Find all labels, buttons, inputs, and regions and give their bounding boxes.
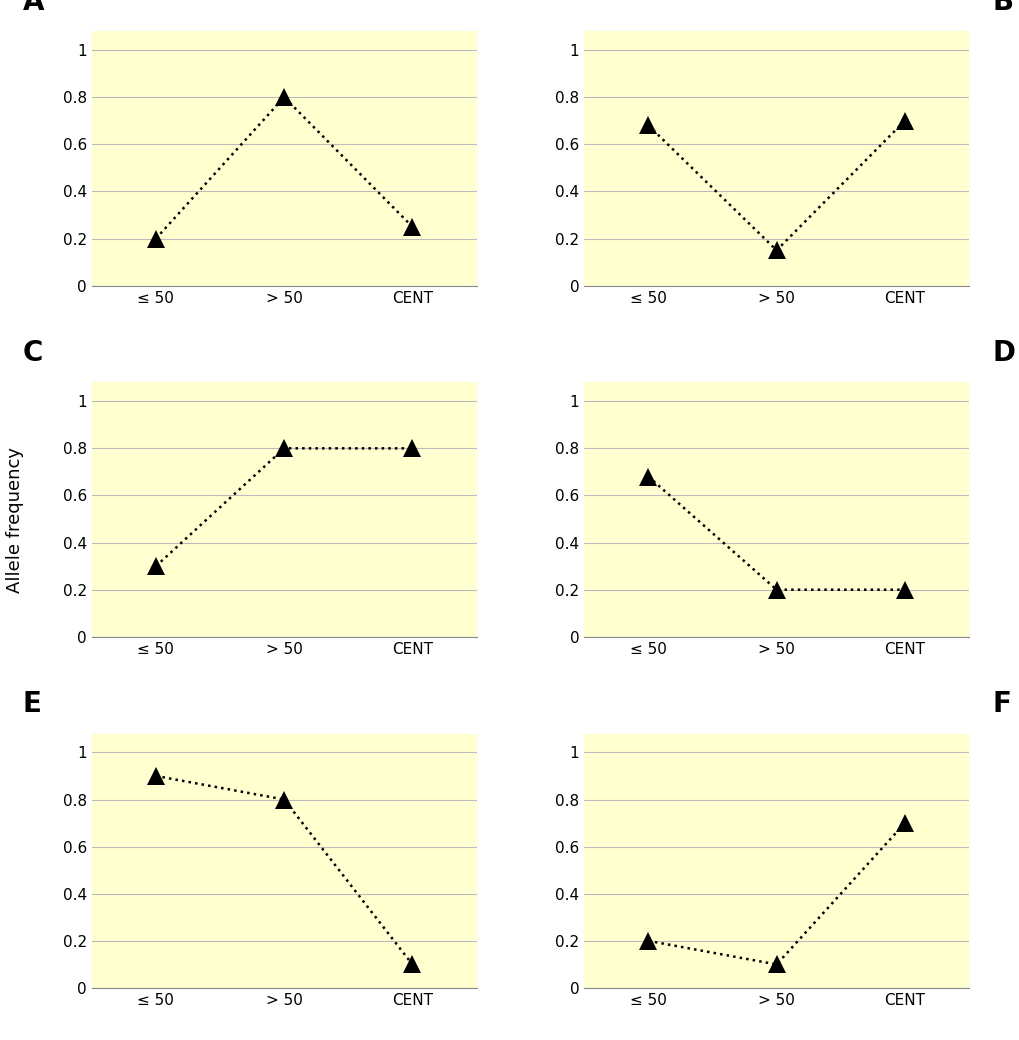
Text: E: E	[22, 691, 42, 719]
Text: C: C	[22, 339, 43, 367]
Text: F: F	[991, 691, 1010, 719]
Text: B: B	[991, 0, 1012, 16]
Text: Allele frequency: Allele frequency	[6, 447, 24, 593]
Text: D: D	[991, 339, 1014, 367]
Text: A: A	[22, 0, 44, 16]
